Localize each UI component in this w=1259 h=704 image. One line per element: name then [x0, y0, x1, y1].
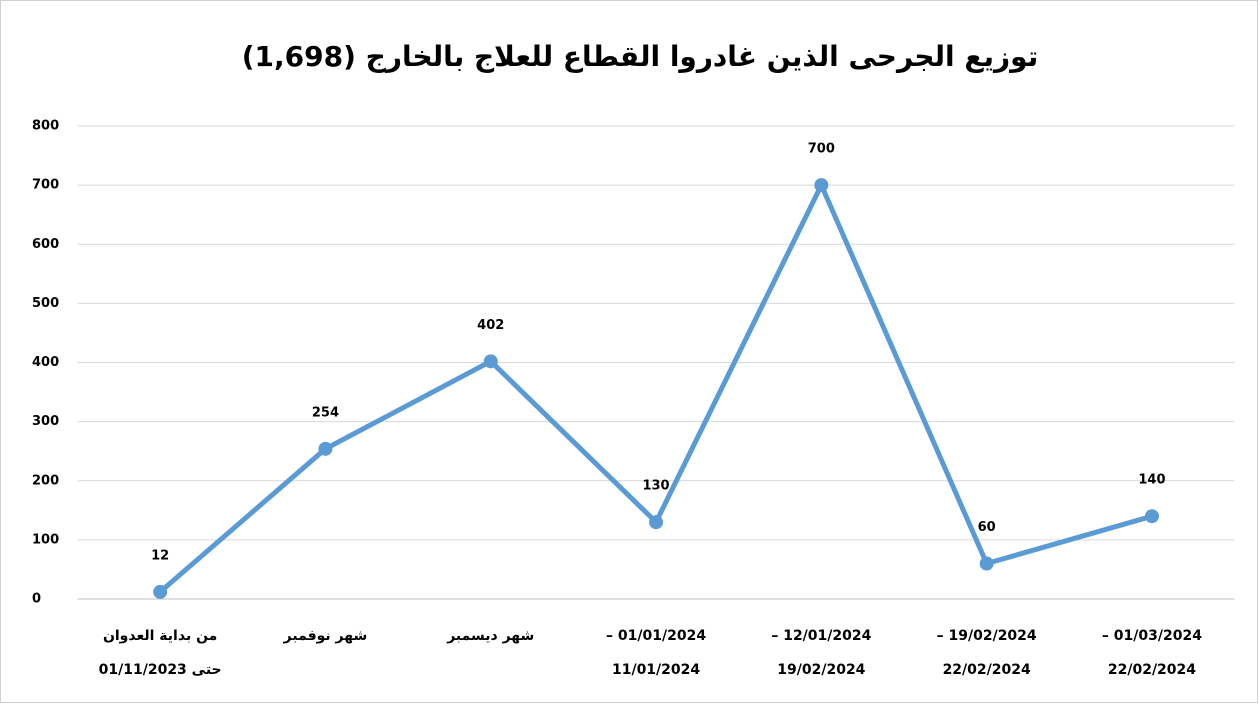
x-tick-label: 11/01/2024	[612, 662, 700, 678]
data-label: 130	[642, 479, 669, 494]
data-point	[153, 584, 168, 599]
data-label: 140	[1138, 473, 1165, 488]
data-point	[814, 178, 829, 193]
x-tick-label: حتى 01/11/2023	[99, 662, 222, 678]
y-tick-label: 300	[32, 414, 59, 429]
x-tick-label: 19/02/2024 –	[937, 628, 1037, 644]
x-tick-label: شهر نوفمبر	[283, 628, 368, 644]
x-tick-label: 12/01/2024 –	[771, 628, 871, 644]
data-label: 402	[477, 318, 504, 333]
data-point	[1144, 509, 1159, 524]
data-label: 700	[808, 142, 835, 157]
data-point	[483, 354, 498, 369]
data-point	[649, 515, 664, 530]
y-tick-label: 500	[32, 296, 59, 311]
y-tick-label: 600	[32, 237, 59, 252]
y-tick-label: 0	[32, 592, 41, 607]
data-label: 254	[312, 405, 339, 420]
data-label: 12	[151, 548, 169, 563]
x-tick-label: 19/02/2024	[777, 662, 865, 678]
y-tick-label: 400	[32, 355, 59, 370]
x-tick-label: من بداية العدوان	[103, 628, 217, 644]
x-tick-label: 01/03/2024 –	[1102, 628, 1202, 644]
y-tick-label: 200	[32, 473, 59, 488]
x-tick-label: 22/02/2024	[1108, 662, 1196, 678]
x-tick-label: 01/01/2024 –	[606, 628, 706, 644]
data-point	[979, 556, 994, 571]
y-tick-label: 100	[32, 532, 59, 547]
data-point	[318, 441, 333, 456]
chart-title: توزيع الجرحى الذين غادروا القطاع للعلاج …	[242, 40, 1038, 74]
data-label: 60	[978, 520, 996, 535]
x-tick-label: 22/02/2024	[943, 662, 1031, 678]
y-tick-label: 700	[32, 178, 59, 193]
x-tick-label: شهر ديسمبر	[446, 628, 534, 644]
y-tick-label: 800	[32, 119, 59, 134]
